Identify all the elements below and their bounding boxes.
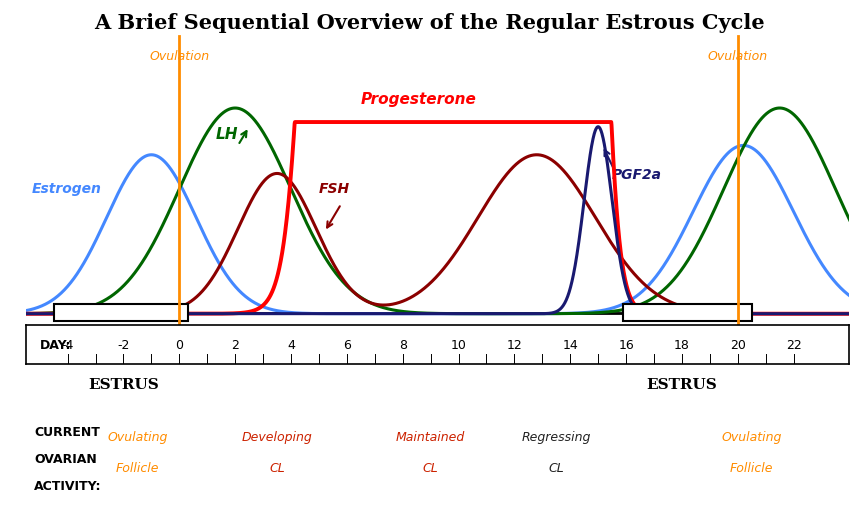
- Text: 16: 16: [618, 338, 634, 351]
- Text: 8: 8: [399, 338, 407, 351]
- Text: LH: LH: [215, 127, 239, 142]
- Text: DAY:: DAY:: [39, 338, 71, 351]
- Text: 20: 20: [730, 338, 746, 351]
- Text: CURRENT: CURRENT: [34, 425, 100, 438]
- Text: OVARIAN: OVARIAN: [34, 452, 97, 465]
- Text: 18: 18: [674, 338, 690, 351]
- Text: CL: CL: [423, 461, 438, 474]
- Text: 10: 10: [450, 338, 467, 351]
- Text: FSH: FSH: [319, 182, 350, 196]
- Text: Estrogen: Estrogen: [32, 182, 101, 196]
- Text: Ovulating: Ovulating: [722, 430, 782, 443]
- Text: CL: CL: [548, 461, 564, 474]
- Text: 2: 2: [231, 338, 239, 351]
- Text: -2: -2: [118, 338, 130, 351]
- Text: 12: 12: [506, 338, 523, 351]
- Text: Ovulation: Ovulation: [708, 50, 768, 63]
- Text: Ovulating: Ovulating: [107, 430, 167, 443]
- Text: 0: 0: [175, 338, 184, 351]
- Bar: [54, 305, 188, 321]
- Text: Maintained: Maintained: [396, 430, 465, 443]
- Bar: [623, 305, 752, 321]
- Text: Follicle: Follicle: [116, 461, 160, 474]
- Text: ACTIVITY:: ACTIVITY:: [34, 479, 101, 492]
- Text: 14: 14: [562, 338, 578, 351]
- Text: Developing: Developing: [242, 430, 312, 443]
- Text: 4: 4: [287, 338, 295, 351]
- Text: ESTRUS: ESTRUS: [88, 378, 159, 391]
- Text: Follicle: Follicle: [730, 461, 773, 474]
- Text: Progesterone: Progesterone: [361, 92, 477, 107]
- Text: -4: -4: [62, 338, 74, 351]
- Text: Regressing: Regressing: [522, 430, 591, 443]
- Text: PGF2a: PGF2a: [612, 168, 662, 182]
- Text: CL: CL: [269, 461, 285, 474]
- Text: ESTRUS: ESTRUS: [647, 378, 717, 391]
- Text: Ovulation: Ovulation: [149, 50, 209, 63]
- Text: A Brief Sequential Overview of the Regular Estrous Cycle: A Brief Sequential Overview of the Regul…: [94, 13, 764, 33]
- Text: 6: 6: [343, 338, 351, 351]
- Text: 22: 22: [786, 338, 801, 351]
